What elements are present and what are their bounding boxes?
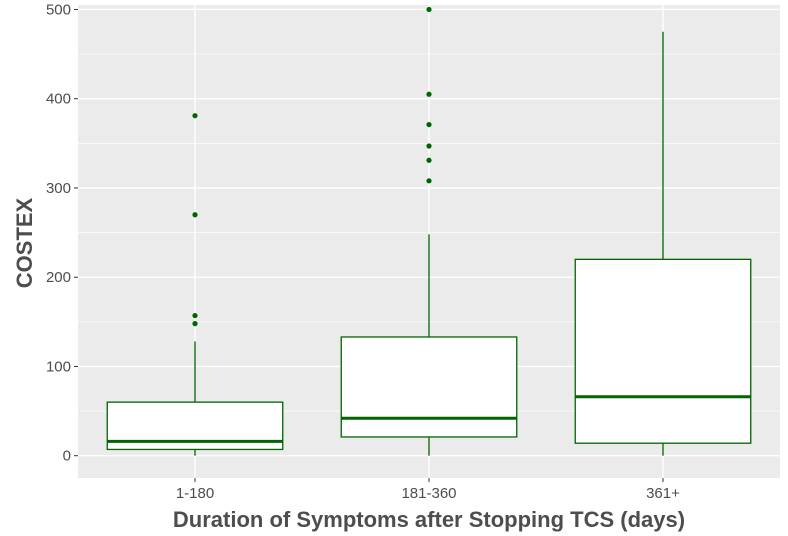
iqr-box: [574, 258, 752, 444]
x-tick-label: 361+: [646, 485, 680, 502]
y-tick-label: 200: [46, 269, 71, 286]
y-axis-title: COSTEX: [12, 197, 37, 288]
y-tick-label: 300: [46, 180, 71, 197]
y-axis-ticks: 0 100 200 300 400 500: [46, 1, 78, 465]
outlier-point: [192, 113, 198, 119]
x-axis-ticks: 1-180 181-360 361+: [176, 478, 680, 502]
box-1-180: [106, 113, 284, 456]
outlier-point: [426, 157, 432, 163]
box-181-360: [340, 6, 518, 456]
outlier-point: [192, 212, 198, 218]
outlier-point: [426, 178, 432, 184]
x-axis-title: Duration of Symptoms after Stopping TCS …: [173, 507, 685, 532]
outlier-point: [426, 121, 432, 128]
iqr-box: [340, 336, 518, 438]
box-361+: [574, 31, 752, 456]
outlier-point: [426, 6, 432, 13]
x-tick-label: 181-360: [401, 485, 456, 502]
y-tick-label: 0: [63, 448, 71, 465]
boxes: [106, 6, 752, 456]
outlier-point: [192, 321, 198, 327]
y-tick-label: 100: [46, 358, 71, 375]
y-tick-label: 500: [46, 1, 71, 18]
outlier-point: [192, 312, 198, 319]
outlier-point: [426, 91, 432, 97]
y-tick-label: 400: [46, 91, 71, 108]
x-tick-label: 1-180: [176, 485, 214, 502]
outlier-point: [426, 143, 432, 149]
